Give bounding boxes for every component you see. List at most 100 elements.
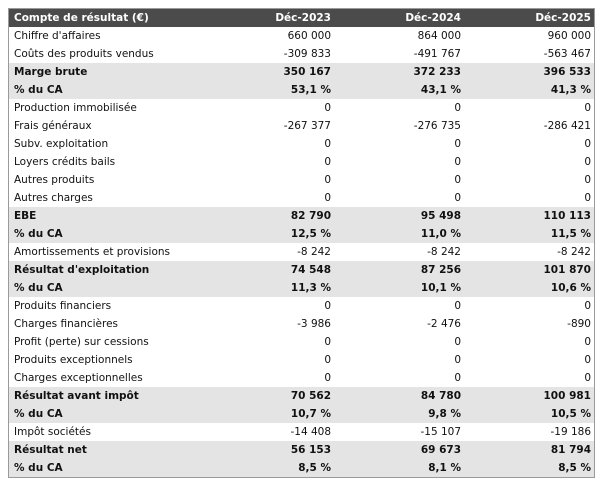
row-label: Autres charges bbox=[14, 192, 93, 204]
row-label: % du CA bbox=[9, 81, 204, 99]
cell-value: 0 bbox=[584, 138, 591, 150]
table-row: Profit (perte) sur cessions 0 0 0 bbox=[9, 333, 594, 351]
row-label: Frais généraux bbox=[14, 120, 92, 132]
cell-value: 660 000 bbox=[287, 30, 331, 42]
cell-value: 0 bbox=[324, 138, 331, 150]
table-row: % du CA 10,7 % 9,8 % 10,5 % bbox=[9, 405, 594, 423]
table-row: Chiffre d'affaires 660 000 864 000 960 000 bbox=[9, 27, 594, 45]
cell-value: 95 498 bbox=[334, 207, 464, 225]
table-row: Autres charges 0 0 0 bbox=[9, 189, 594, 207]
table-row: Production immobilisée 0 0 0 bbox=[9, 99, 594, 117]
cell-value: 0 bbox=[324, 372, 331, 384]
table-row: Charges financières -3 986 -2 476 -890 bbox=[9, 315, 594, 333]
cell-value: 396 533 bbox=[464, 63, 594, 81]
cell-value: 350 167 bbox=[204, 63, 334, 81]
cell-value: 11,0 % bbox=[334, 225, 464, 243]
cell-value: -19 186 bbox=[550, 426, 591, 438]
cell-value: 10,7 % bbox=[204, 405, 334, 423]
table-row: Frais généraux -267 377 -276 735 -286 421 bbox=[9, 117, 594, 135]
cell-value: 0 bbox=[454, 354, 461, 366]
cell-value: -8 242 bbox=[297, 246, 331, 258]
table-row: Résultat d'exploitation 74 548 87 256 101 8… bbox=[9, 261, 594, 279]
row-label: Loyers crédits bails bbox=[14, 156, 116, 168]
cell-value: 10,6 % bbox=[464, 279, 594, 297]
cell-value: 82 790 bbox=[204, 207, 334, 225]
cell-value: 0 bbox=[324, 336, 331, 348]
cell-value: 10,1 % bbox=[334, 279, 464, 297]
cell-value: 81 794 bbox=[464, 441, 594, 459]
cell-value: 0 bbox=[454, 138, 461, 150]
header-cell: Déc-2025 bbox=[464, 9, 594, 27]
cell-value: 0 bbox=[324, 102, 331, 114]
row-label: Résultat avant impôt bbox=[9, 387, 204, 405]
cell-value: 0 bbox=[454, 300, 461, 312]
cell-value: 100 981 bbox=[464, 387, 594, 405]
cell-value: 0 bbox=[454, 174, 461, 186]
row-label: Charges exceptionnelles bbox=[14, 372, 143, 384]
table-row: Résultat net 56 153 69 673 81 794 bbox=[9, 441, 594, 459]
cell-value: -286 421 bbox=[543, 120, 591, 132]
table-row: Produits financiers 0 0 0 bbox=[9, 297, 594, 315]
cell-value: -8 242 bbox=[557, 246, 591, 258]
cell-value: 0 bbox=[584, 192, 591, 204]
table-row: Résultat avant impôt 70 562 84 780 100 981 bbox=[9, 387, 594, 405]
cell-value: 0 bbox=[584, 372, 591, 384]
cell-value: 87 256 bbox=[334, 261, 464, 279]
cell-value: -267 377 bbox=[283, 120, 331, 132]
row-label: EBE bbox=[9, 207, 204, 225]
cell-value: 74 548 bbox=[204, 261, 334, 279]
cell-value: 11,3 % bbox=[204, 279, 334, 297]
cell-value: 56 153 bbox=[204, 441, 334, 459]
cell-value: 110 113 bbox=[464, 207, 594, 225]
row-label: Production immobilisée bbox=[14, 102, 137, 114]
cell-value: 0 bbox=[454, 192, 461, 204]
table-row: Loyers crédits bails 0 0 0 bbox=[9, 153, 594, 171]
cell-value: -491 767 bbox=[413, 48, 461, 60]
table-row: % du CA 12,5 % 11,0 % 11,5 % bbox=[9, 225, 594, 243]
cell-value: 84 780 bbox=[334, 387, 464, 405]
table-row: EBE 82 790 95 498 110 113 bbox=[9, 207, 594, 225]
cell-value: 0 bbox=[324, 192, 331, 204]
header-row: Compte de résultat (€) Déc-2023 Déc-2024… bbox=[9, 9, 594, 27]
cell-value: 0 bbox=[324, 174, 331, 186]
row-label: % du CA bbox=[9, 225, 204, 243]
cell-value: 0 bbox=[454, 102, 461, 114]
row-label: % du CA bbox=[9, 459, 204, 477]
cell-value: -890 bbox=[567, 318, 591, 330]
cell-value: -563 467 bbox=[543, 48, 591, 60]
row-label: % du CA bbox=[9, 405, 204, 423]
header-cell: Déc-2023 bbox=[204, 9, 334, 27]
table-row: % du CA 53,1 % 43,1 % 41,3 % bbox=[9, 81, 594, 99]
cell-value: 9,8 % bbox=[334, 405, 464, 423]
table-row: Impôt sociétés -14 408 -15 107 -19 186 bbox=[9, 423, 594, 441]
row-label: Résultat d'exploitation bbox=[9, 261, 204, 279]
cell-value: 864 000 bbox=[417, 30, 461, 42]
table-row: % du CA 8,5 % 8,1 % 8,5 % bbox=[9, 459, 594, 477]
cell-value: -15 107 bbox=[420, 426, 461, 438]
header-cell: Déc-2024 bbox=[334, 9, 464, 27]
cell-value: 0 bbox=[584, 300, 591, 312]
table-row: Charges exceptionnelles 0 0 0 bbox=[9, 369, 594, 387]
cell-value: 69 673 bbox=[334, 441, 464, 459]
row-label: Autres produits bbox=[14, 174, 95, 186]
cell-value: 0 bbox=[324, 300, 331, 312]
table-row: Subv. exploitation 0 0 0 bbox=[9, 135, 594, 153]
cell-value: 960 000 bbox=[547, 30, 591, 42]
table-row: Autres produits 0 0 0 bbox=[9, 171, 594, 189]
table-body: Chiffre d'affaires 660 000 864 000 960 000 C… bbox=[9, 27, 594, 477]
row-label: Impôt sociétés bbox=[14, 426, 91, 438]
cell-value: 43,1 % bbox=[334, 81, 464, 99]
cell-value: -3 986 bbox=[297, 318, 331, 330]
cell-value: 0 bbox=[584, 336, 591, 348]
cell-value: -14 408 bbox=[290, 426, 331, 438]
income-statement: Compte de résultat (€) Déc-2023 Déc-2024… bbox=[9, 9, 594, 477]
row-label: Produits exceptionnels bbox=[14, 354, 133, 366]
row-label: Chiffre d'affaires bbox=[14, 30, 101, 42]
row-label: Produits financiers bbox=[14, 300, 112, 312]
cell-value: 372 233 bbox=[334, 63, 464, 81]
cell-value: 8,5 % bbox=[204, 459, 334, 477]
cell-value: 10,5 % bbox=[464, 405, 594, 423]
cell-value: 0 bbox=[584, 102, 591, 114]
cell-value: 0 bbox=[454, 372, 461, 384]
